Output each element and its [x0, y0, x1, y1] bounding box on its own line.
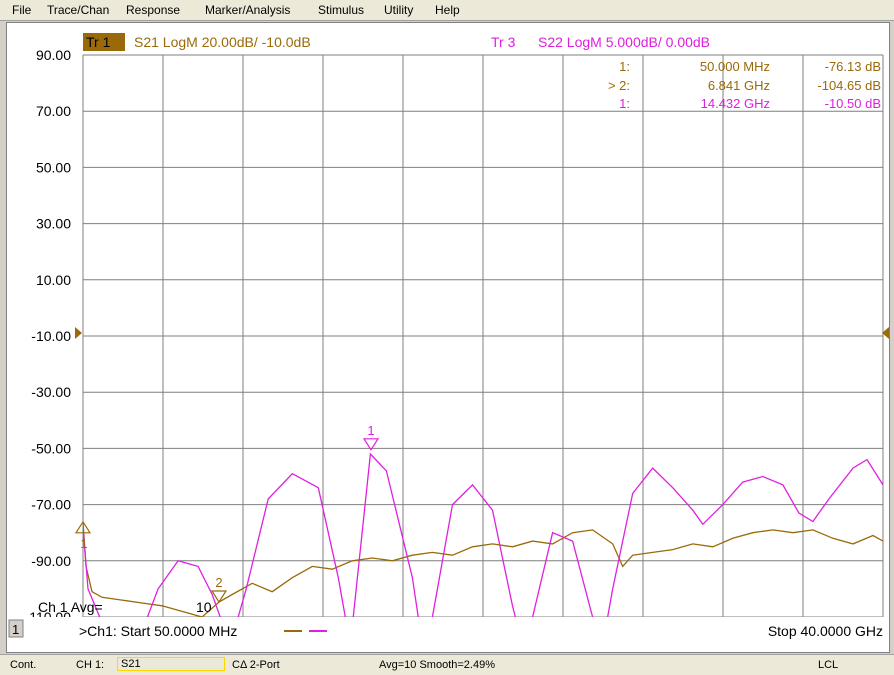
y-tick-label: 90.00	[36, 47, 71, 63]
marker-row1-id: 1:	[619, 59, 630, 74]
tr3-badge[interactable]: Tr 3	[491, 34, 516, 50]
channel-number-box[interactable]	[8, 619, 24, 638]
marker-row3-id: 1:	[619, 96, 630, 111]
marker-triangle	[74, 520, 92, 534]
y-tick-label: -90.00	[31, 553, 71, 569]
status-bar: Cont. CH 1: S21 CΔ 2-Port Avg=10 Smooth=…	[0, 654, 894, 675]
start-frequency[interactable]: >Ch1: Start 50.0000 MHz	[79, 623, 237, 639]
marker-triangle	[362, 438, 380, 451]
marker-label: 2	[215, 575, 222, 590]
y-tick-label: 30.00	[36, 216, 71, 232]
status-averaging: Avg=10 Smooth=2.49%	[379, 659, 495, 671]
marker-readout-table: 1: 50.000 MHz -76.13 dB > 2: 6.841 GHz -…	[608, 59, 881, 111]
marker-row2-id: > 2:	[608, 78, 630, 93]
marker-row2-freq: 6.841 GHz	[708, 78, 770, 93]
status-lcl: LCL	[818, 659, 839, 671]
y-tick-label: -30.00	[31, 384, 71, 400]
marker-row3-value: -10.50 dB	[825, 96, 881, 111]
ref-level-right-arrow[interactable]	[882, 327, 889, 339]
menu-help[interactable]: Help	[435, 3, 460, 17]
ref-level-left-arrow[interactable]	[75, 327, 82, 339]
trace-lines	[83, 452, 883, 617]
status-active-param[interactable]: S21	[117, 657, 225, 671]
channel-number: 1	[12, 622, 19, 637]
menu-marker-analysis[interactable]: Marker/Analysis	[205, 3, 291, 17]
channel-avg-value: 10	[196, 599, 212, 615]
y-tick-label: 10.00	[36, 272, 71, 288]
tr1-label: S21 LogM 20.00dB/ -10.0dB	[134, 34, 311, 50]
menu-file[interactable]: File	[12, 3, 32, 17]
menu-response[interactable]: Response	[126, 3, 181, 17]
analyzer-display: Tr 1 S21 LogM 20.00dB/ -10.0dB Tr 3 S22 …	[6, 22, 890, 653]
y-axis-tick-labels: 90.00 70.00 50.00 30.00 10.00 -10.00 -30.00 -50…	[25, 47, 72, 625]
marker-row2-value: -104.65 dB	[817, 78, 881, 93]
channel-avg-label: Ch 1 Avg=	[38, 599, 103, 615]
series-line-s21	[83, 521, 883, 617]
channel-bar-bg	[7, 617, 887, 650]
tr3-label: S22 LogM 5.000dB/ 0.00dB	[538, 34, 710, 50]
marker-label: 1	[367, 423, 374, 438]
marker-row1-freq: 50.000 MHz	[700, 59, 770, 74]
menu-stimulus[interactable]: Stimulus	[318, 3, 365, 17]
y-tick-label: -10.00	[31, 328, 71, 344]
series-line-s22	[83, 452, 883, 617]
tr1-badge-bg	[83, 33, 125, 51]
grid	[82, 54, 884, 618]
marker-row3-freq: 14.432 GHz	[701, 96, 770, 111]
trace-plot: Tr 1 S21 LogM 20.00dB/ -10.0dB Tr 3 S22 …	[7, 33, 889, 650]
y-tick-label: -50.00	[31, 440, 71, 456]
status-calibration[interactable]: CΔ 2-Port	[232, 659, 280, 671]
marker-label: 1	[80, 536, 87, 551]
marker-triangle	[210, 590, 228, 604]
menu-trace-chan[interactable]: Trace/Chan	[47, 3, 110, 17]
y-tick-label: 70.00	[36, 103, 71, 119]
y-tick-label: -70.00	[31, 497, 71, 513]
status-sweep-mode[interactable]: Cont.	[10, 659, 37, 671]
menu-utility[interactable]: Utility	[384, 3, 414, 17]
stop-frequency[interactable]: Stop 40.0000 GHz	[768, 623, 883, 639]
y-tick-label: 50.00	[36, 159, 71, 175]
marker-row1-value: -76.13 dB	[825, 59, 881, 74]
tr1-badge[interactable]: Tr 1	[86, 34, 111, 50]
menu-bar: File Trace/Chan Response Marker/Analysis…	[0, 0, 894, 21]
trace-markers: 1 2 1	[74, 423, 380, 604]
status-channel: CH 1:	[76, 659, 105, 671]
